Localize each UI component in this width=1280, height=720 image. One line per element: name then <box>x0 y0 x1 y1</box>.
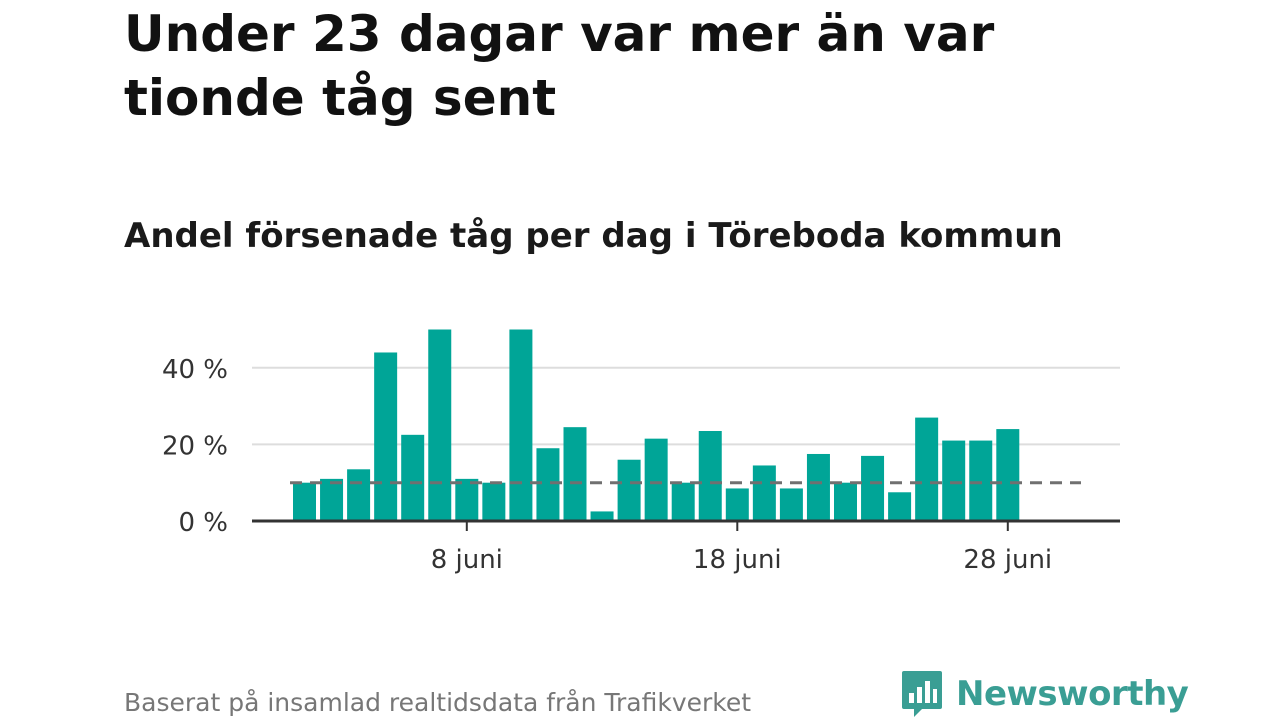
bar <box>752 465 776 521</box>
source-note: Baserat på insamlad realtidsdata från Tr… <box>124 688 752 717</box>
bar <box>779 488 803 521</box>
chart-subtitle: Andel försenade tåg per dag i Töreboda k… <box>124 216 1063 256</box>
bar <box>509 329 533 521</box>
newsworthy-logo: Newsworthy <box>900 668 1189 720</box>
y-tick-label: 40 % <box>162 355 228 385</box>
bar-chart: 0 % 20 % 40 % 8 juni 18 juni 28 juni <box>162 329 1120 575</box>
bar <box>725 488 749 521</box>
bar <box>698 430 722 521</box>
bar <box>563 427 587 521</box>
bar <box>482 482 506 521</box>
bar <box>806 453 830 521</box>
bar <box>671 482 695 521</box>
bar <box>347 469 371 521</box>
y-tick-label: 0 % <box>178 508 228 538</box>
newsworthy-logo-text: Newsworthy <box>956 674 1189 714</box>
bar <box>644 438 668 521</box>
bar <box>915 417 939 521</box>
bar <box>861 455 885 521</box>
chart-title: Under 23 dagar var mer än var tionde tåg… <box>124 5 995 127</box>
newsworthy-logo-icon <box>902 671 942 717</box>
bar <box>617 459 641 521</box>
bar <box>374 352 398 521</box>
x-tick-label: 8 juni <box>431 545 503 575</box>
bar <box>834 482 857 521</box>
bar <box>969 440 993 521</box>
bar <box>996 429 1020 521</box>
bar <box>428 329 452 521</box>
bar <box>942 440 966 521</box>
x-tick-label: 28 juni <box>963 545 1052 575</box>
bar <box>320 478 344 521</box>
bar <box>536 448 560 521</box>
x-tick-label: 18 juni <box>693 545 782 575</box>
y-tick-label: 20 % <box>162 431 228 461</box>
bar <box>401 434 425 521</box>
bar <box>888 492 912 521</box>
bar <box>455 478 479 521</box>
bar <box>293 482 316 521</box>
bar <box>590 511 614 521</box>
